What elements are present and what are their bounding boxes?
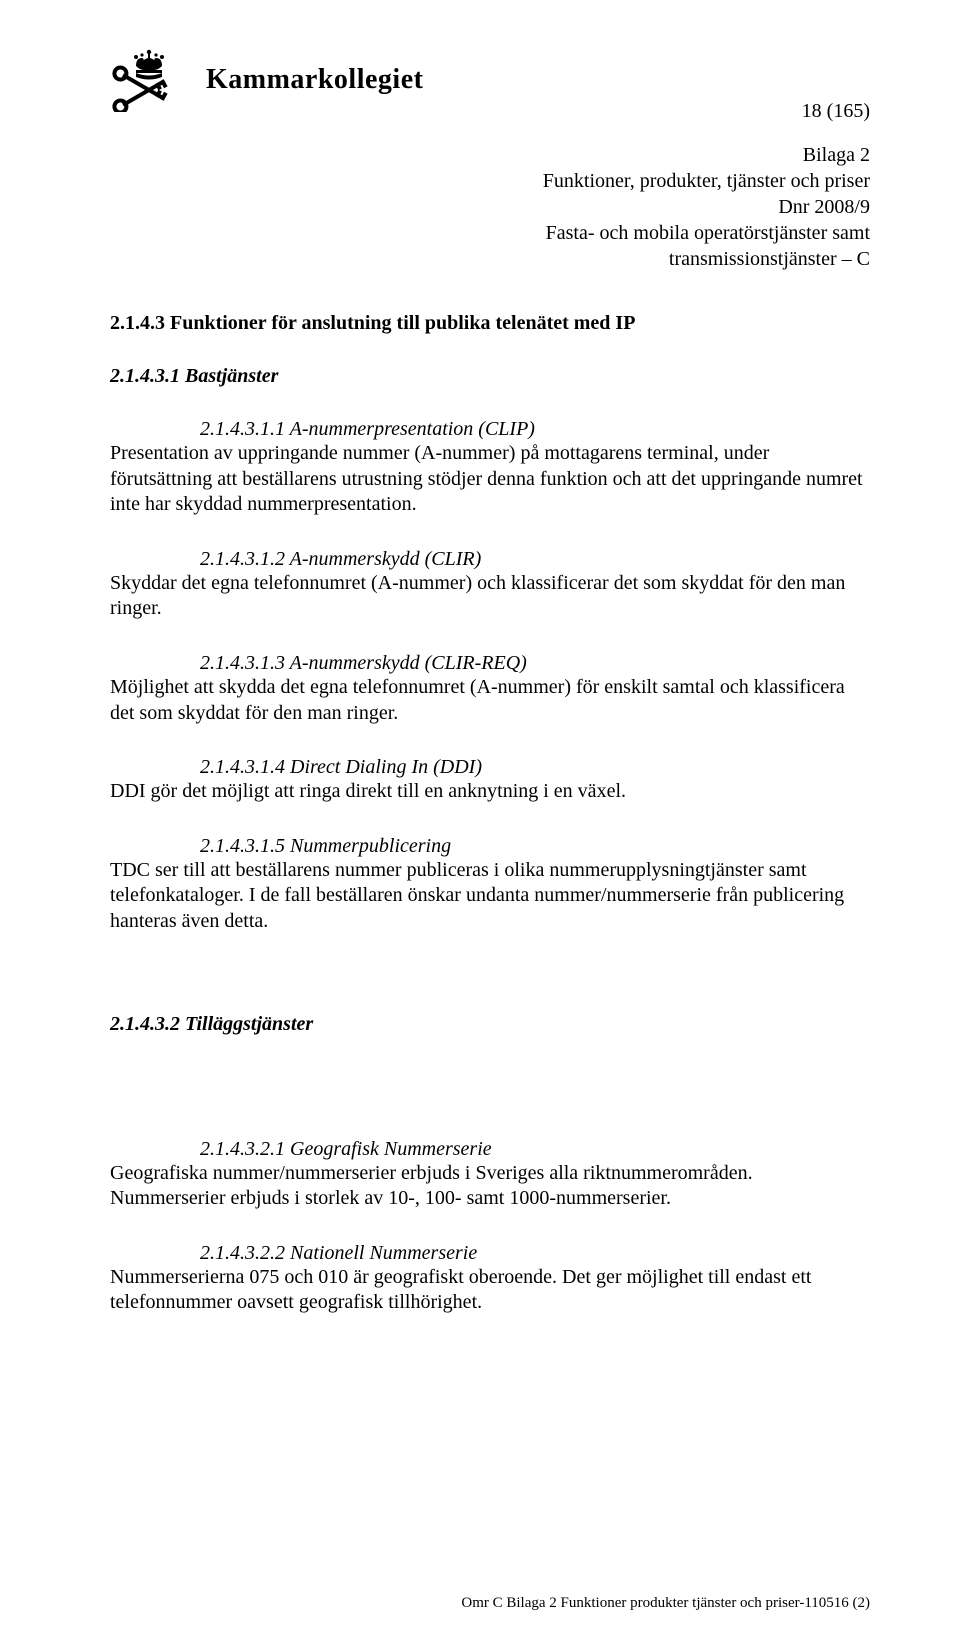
section-title-geografisk: 2.1.4.3.2.1 Geografisk Nummerserie [200, 1138, 870, 1161]
kammarkollegiet-logo-icon [110, 48, 188, 112]
section-body-nummerpublicering: TDC ser till att beställarens nummer pub… [110, 858, 870, 935]
page-number: 18 (165) [802, 100, 870, 123]
meta-line: Fasta- och mobila operatörstjänster samt [110, 220, 870, 246]
section-body-clir: Skyddar det egna telefonnumret (A-nummer… [110, 571, 870, 622]
footer-text: Omr C Bilaga 2 Funktioner produkter tjän… [461, 1595, 870, 1612]
document-meta: Bilaga 2 Funktioner, produkter, tjänster… [110, 142, 870, 272]
section-title-nationell: 2.1.4.3.2.2 Nationell Nummerserie [200, 1242, 870, 1265]
section-body-ddi: DDI gör det möjligt att ringa direkt til… [110, 779, 870, 805]
section-title-clir: 2.1.4.3.1.2 A-nummerskydd (CLIR) [200, 548, 870, 571]
heading-2-1-4-3-1: 2.1.4.3.1 Bastjänster [110, 365, 870, 388]
meta-line: Dnr 2008/9 [110, 194, 870, 220]
page: Kammarkollegiet 18 (165) Bilaga 2 Funkti… [0, 0, 960, 1642]
section-body-nationell: Nummerserierna 075 och 010 är geografisk… [110, 1265, 870, 1316]
header: Kammarkollegiet [110, 48, 870, 112]
section-body-geografisk: Geografiska nummer/nummerserier erbjuds … [110, 1161, 870, 1212]
section-title-ddi: 2.1.4.3.1.4 Direct Dialing In (DDI) [200, 756, 870, 779]
meta-line: Bilaga 2 [110, 142, 870, 168]
brand-name: Kammarkollegiet [206, 64, 423, 96]
meta-line: transmissionstjänster – C [110, 246, 870, 272]
heading-2-1-4-3: 2.1.4.3 Funktioner för anslutning till p… [110, 312, 870, 335]
heading-2-1-4-3-2: 2.1.4.3.2 Tilläggstjänster [110, 1013, 870, 1036]
section-body-clir-req: Möjlighet att skydda det egna telefonnum… [110, 675, 870, 726]
section-title-nummerpublicering: 2.1.4.3.1.5 Nummerpublicering [200, 835, 870, 858]
section-title-clir-req: 2.1.4.3.1.3 A-nummerskydd (CLIR-REQ) [200, 652, 870, 675]
section-title-clip: 2.1.4.3.1.1 A-nummerpresentation (CLIP) [200, 418, 870, 441]
meta-line: Funktioner, produkter, tjänster och pris… [110, 168, 870, 194]
section-body-clip: Presentation av uppringande nummer (A-nu… [110, 441, 870, 518]
